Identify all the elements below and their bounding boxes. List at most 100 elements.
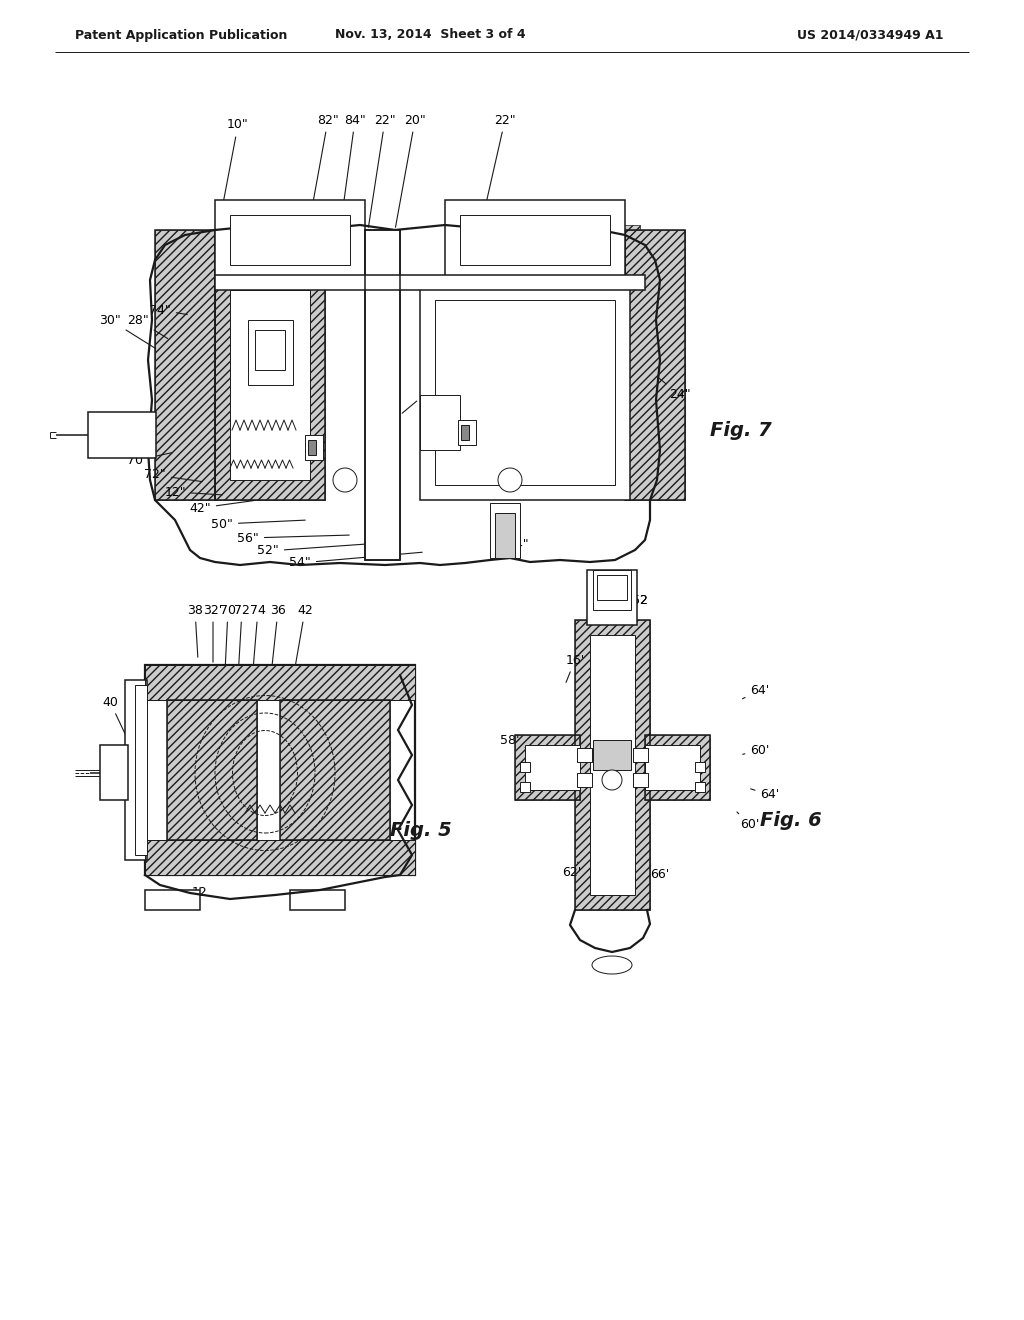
Text: 14": 14" [507, 523, 528, 552]
Text: Patent Application Publication: Patent Application Publication [75, 29, 288, 41]
Text: 60': 60' [737, 812, 760, 832]
Text: 12: 12 [193, 886, 208, 899]
Bar [593, 741, 631, 770]
Bar [577, 748, 592, 762]
Text: 32": 32" [110, 426, 156, 446]
Bar [495, 513, 515, 558]
Bar [515, 735, 580, 800]
Text: 56": 56" [238, 532, 349, 544]
Bar [167, 700, 257, 840]
Bar [290, 890, 345, 909]
Bar [445, 224, 500, 280]
Bar [625, 230, 685, 500]
Text: 66': 66' [650, 865, 670, 882]
Bar [645, 735, 710, 800]
Text: 60': 60' [742, 743, 770, 756]
Bar [520, 781, 530, 792]
Bar [145, 890, 200, 909]
Bar [155, 230, 215, 500]
Text: 50": 50" [211, 517, 305, 531]
Text: 20": 20" [395, 114, 426, 227]
Bar [155, 230, 215, 500]
Bar [435, 300, 615, 484]
Bar [88, 412, 156, 458]
Bar [280, 700, 390, 840]
Bar [597, 576, 627, 601]
Bar [587, 570, 637, 624]
Text: 72: 72 [234, 603, 250, 676]
Text: 72": 72" [144, 469, 203, 482]
Circle shape [498, 469, 522, 492]
Bar [590, 635, 635, 895]
Text: 28": 28" [127, 314, 168, 338]
Text: 12": 12" [164, 486, 222, 499]
Bar [461, 425, 469, 440]
Text: 84": 84" [340, 114, 366, 227]
Bar [145, 840, 415, 875]
Text: 52: 52 [602, 594, 648, 619]
Bar [215, 271, 325, 500]
Bar [248, 319, 293, 385]
Bar [458, 420, 476, 445]
Text: 42: 42 [293, 603, 313, 682]
Bar [100, 744, 128, 800]
Bar [145, 665, 415, 700]
Bar [520, 762, 530, 772]
Bar [645, 735, 710, 800]
Bar [420, 395, 460, 450]
Text: 42": 42" [189, 500, 255, 515]
Text: 32': 32' [204, 603, 222, 663]
Text: 22": 22" [480, 114, 516, 227]
Text: US 2014/0334949 A1: US 2014/0334949 A1 [797, 29, 943, 41]
Text: 52": 52" [257, 543, 392, 557]
Bar [420, 285, 630, 500]
Text: 64': 64' [751, 788, 779, 801]
Bar [230, 215, 350, 265]
Bar [230, 290, 310, 480]
Bar [280, 700, 390, 840]
Bar [577, 774, 592, 787]
Ellipse shape [592, 956, 632, 974]
Text: 54": 54" [289, 552, 422, 569]
Bar [365, 230, 400, 560]
Bar [490, 503, 520, 558]
Bar [445, 201, 625, 280]
Bar [460, 215, 610, 265]
Text: 52: 52 [622, 594, 648, 618]
Bar [365, 230, 400, 560]
Text: 38: 38 [187, 603, 203, 657]
Text: 10": 10" [218, 119, 249, 227]
Bar [625, 230, 685, 500]
Text: 64': 64' [742, 684, 770, 698]
Text: 30: 30 [100, 748, 117, 770]
Text: 16': 16' [565, 653, 585, 682]
Bar [575, 620, 650, 909]
Bar [215, 224, 270, 280]
Text: 70": 70" [127, 453, 172, 466]
Bar [593, 570, 631, 610]
Bar [633, 774, 648, 787]
Text: 22": 22" [369, 114, 396, 227]
Bar [215, 201, 365, 280]
Bar [515, 735, 580, 800]
Bar [135, 685, 147, 855]
Text: 70: 70 [220, 603, 236, 669]
Bar [145, 665, 415, 875]
Text: 74: 74 [250, 603, 266, 680]
Text: 62': 62' [562, 862, 582, 879]
Bar [215, 271, 325, 500]
Text: 74": 74" [150, 304, 187, 317]
Bar [695, 762, 705, 772]
Text: 82": 82" [308, 114, 339, 227]
Circle shape [602, 770, 622, 789]
Bar [570, 224, 640, 280]
Text: Fig. 5: Fig. 5 [390, 821, 452, 840]
Bar [255, 330, 285, 370]
Text: Fig. 6: Fig. 6 [760, 810, 821, 829]
Text: 24": 24" [657, 376, 691, 401]
Bar [645, 744, 700, 789]
Text: 36: 36 [270, 603, 286, 682]
Bar [695, 781, 705, 792]
Bar [365, 230, 400, 560]
Text: 58': 58' [501, 734, 527, 748]
